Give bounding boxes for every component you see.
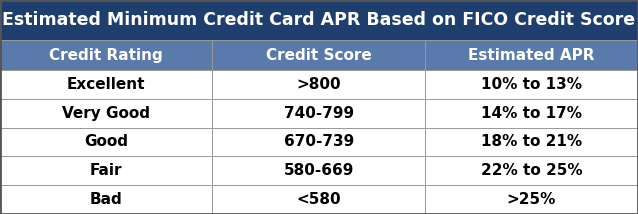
- Text: 22% to 25%: 22% to 25%: [480, 163, 582, 178]
- Text: 10% to 13%: 10% to 13%: [481, 77, 582, 92]
- Bar: [425, 128, 638, 156]
- Text: >25%: >25%: [507, 192, 556, 207]
- Text: Very Good: Very Good: [63, 106, 150, 121]
- Text: Estimated APR: Estimated APR: [468, 48, 595, 62]
- Text: 740-799: 740-799: [284, 106, 353, 121]
- Text: Good: Good: [84, 135, 128, 150]
- Text: Credit Score: Credit Score: [266, 48, 371, 62]
- Bar: [0, 99, 212, 128]
- Bar: [0, 70, 212, 99]
- Text: >800: >800: [297, 77, 341, 92]
- Bar: [0, 185, 212, 214]
- Bar: [212, 99, 425, 128]
- Text: Bad: Bad: [90, 192, 122, 207]
- Bar: [425, 156, 638, 185]
- Bar: [212, 70, 425, 99]
- Text: 580-669: 580-669: [283, 163, 354, 178]
- Bar: [212, 40, 425, 70]
- Bar: [425, 185, 638, 214]
- Text: Fair: Fair: [90, 163, 122, 178]
- Text: 670-739: 670-739: [283, 135, 354, 150]
- Text: <580: <580: [297, 192, 341, 207]
- Bar: [425, 70, 638, 99]
- Bar: [212, 128, 425, 156]
- Bar: [425, 99, 638, 128]
- Bar: [212, 185, 425, 214]
- Bar: [212, 156, 425, 185]
- Text: Excellent: Excellent: [67, 77, 145, 92]
- Text: 18% to 21%: 18% to 21%: [481, 135, 582, 150]
- Bar: [0, 128, 212, 156]
- Text: Credit Rating: Credit Rating: [49, 48, 163, 62]
- Bar: [425, 40, 638, 70]
- Bar: [0, 40, 212, 70]
- Text: Estimated Minimum Credit Card APR Based on FICO Credit Score: Estimated Minimum Credit Card APR Based …: [3, 11, 635, 29]
- Bar: [0, 0, 638, 40]
- Bar: [0, 156, 212, 185]
- Text: 14% to 17%: 14% to 17%: [481, 106, 582, 121]
